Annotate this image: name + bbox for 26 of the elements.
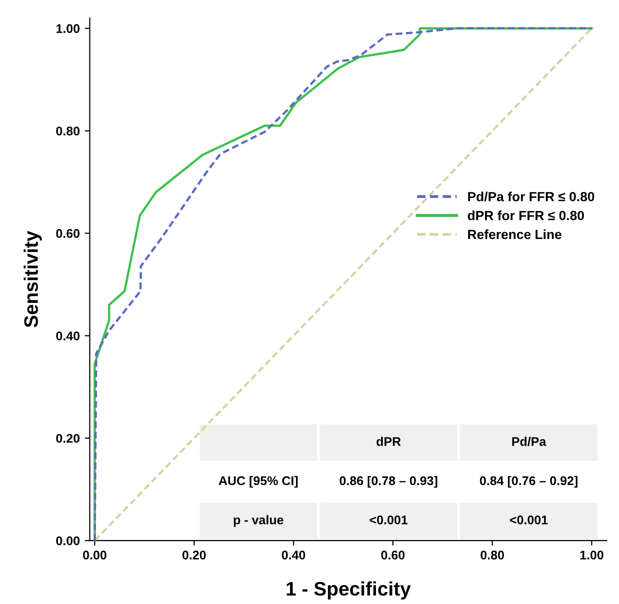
annotation: dPR [376,436,401,446]
y-tick-label: 0.80 [56,126,80,136]
y-tick-label: 0.20 [56,434,80,443]
x-tick-label: 0.00 [83,550,106,560]
legend-label: Reference Line [468,229,562,240]
legend-label: dPR for FFR ≤ 0.80 [468,210,584,220]
y-tick-label: 0.40 [56,331,80,340]
x-tick-label: 0.20 [182,550,206,560]
y-tick-label: 1.00 [56,24,80,34]
x-tick-label: 0.40 [282,550,306,560]
line-series [94,27,593,541]
annotation: <0.001 [510,515,548,524]
x-axis-title: 1 - Specificity [286,581,411,600]
annotation: <0.001 [370,515,408,524]
x-tick-label: 0.80 [480,550,504,560]
x-tick-label: 1.00 [580,550,604,560]
y-tick-label: 0.00 [56,536,80,546]
annotation: 0.84 [0.76 – 0.92] [480,476,578,488]
legend-label: Pd/Pa for FFR ≤ 0.80 [468,192,594,202]
x-tick-label: 0.60 [381,550,405,560]
annotation: p - value [234,515,284,527]
annotation: Pd/Pa [512,436,546,446]
annotation: AUC [95% CI] [218,476,298,488]
annotation: 0.86 [0.78 – 0.93] [340,476,438,488]
y-axis-title: Sensitivity [24,230,42,328]
y-tick-label: 0.60 [56,229,80,238]
